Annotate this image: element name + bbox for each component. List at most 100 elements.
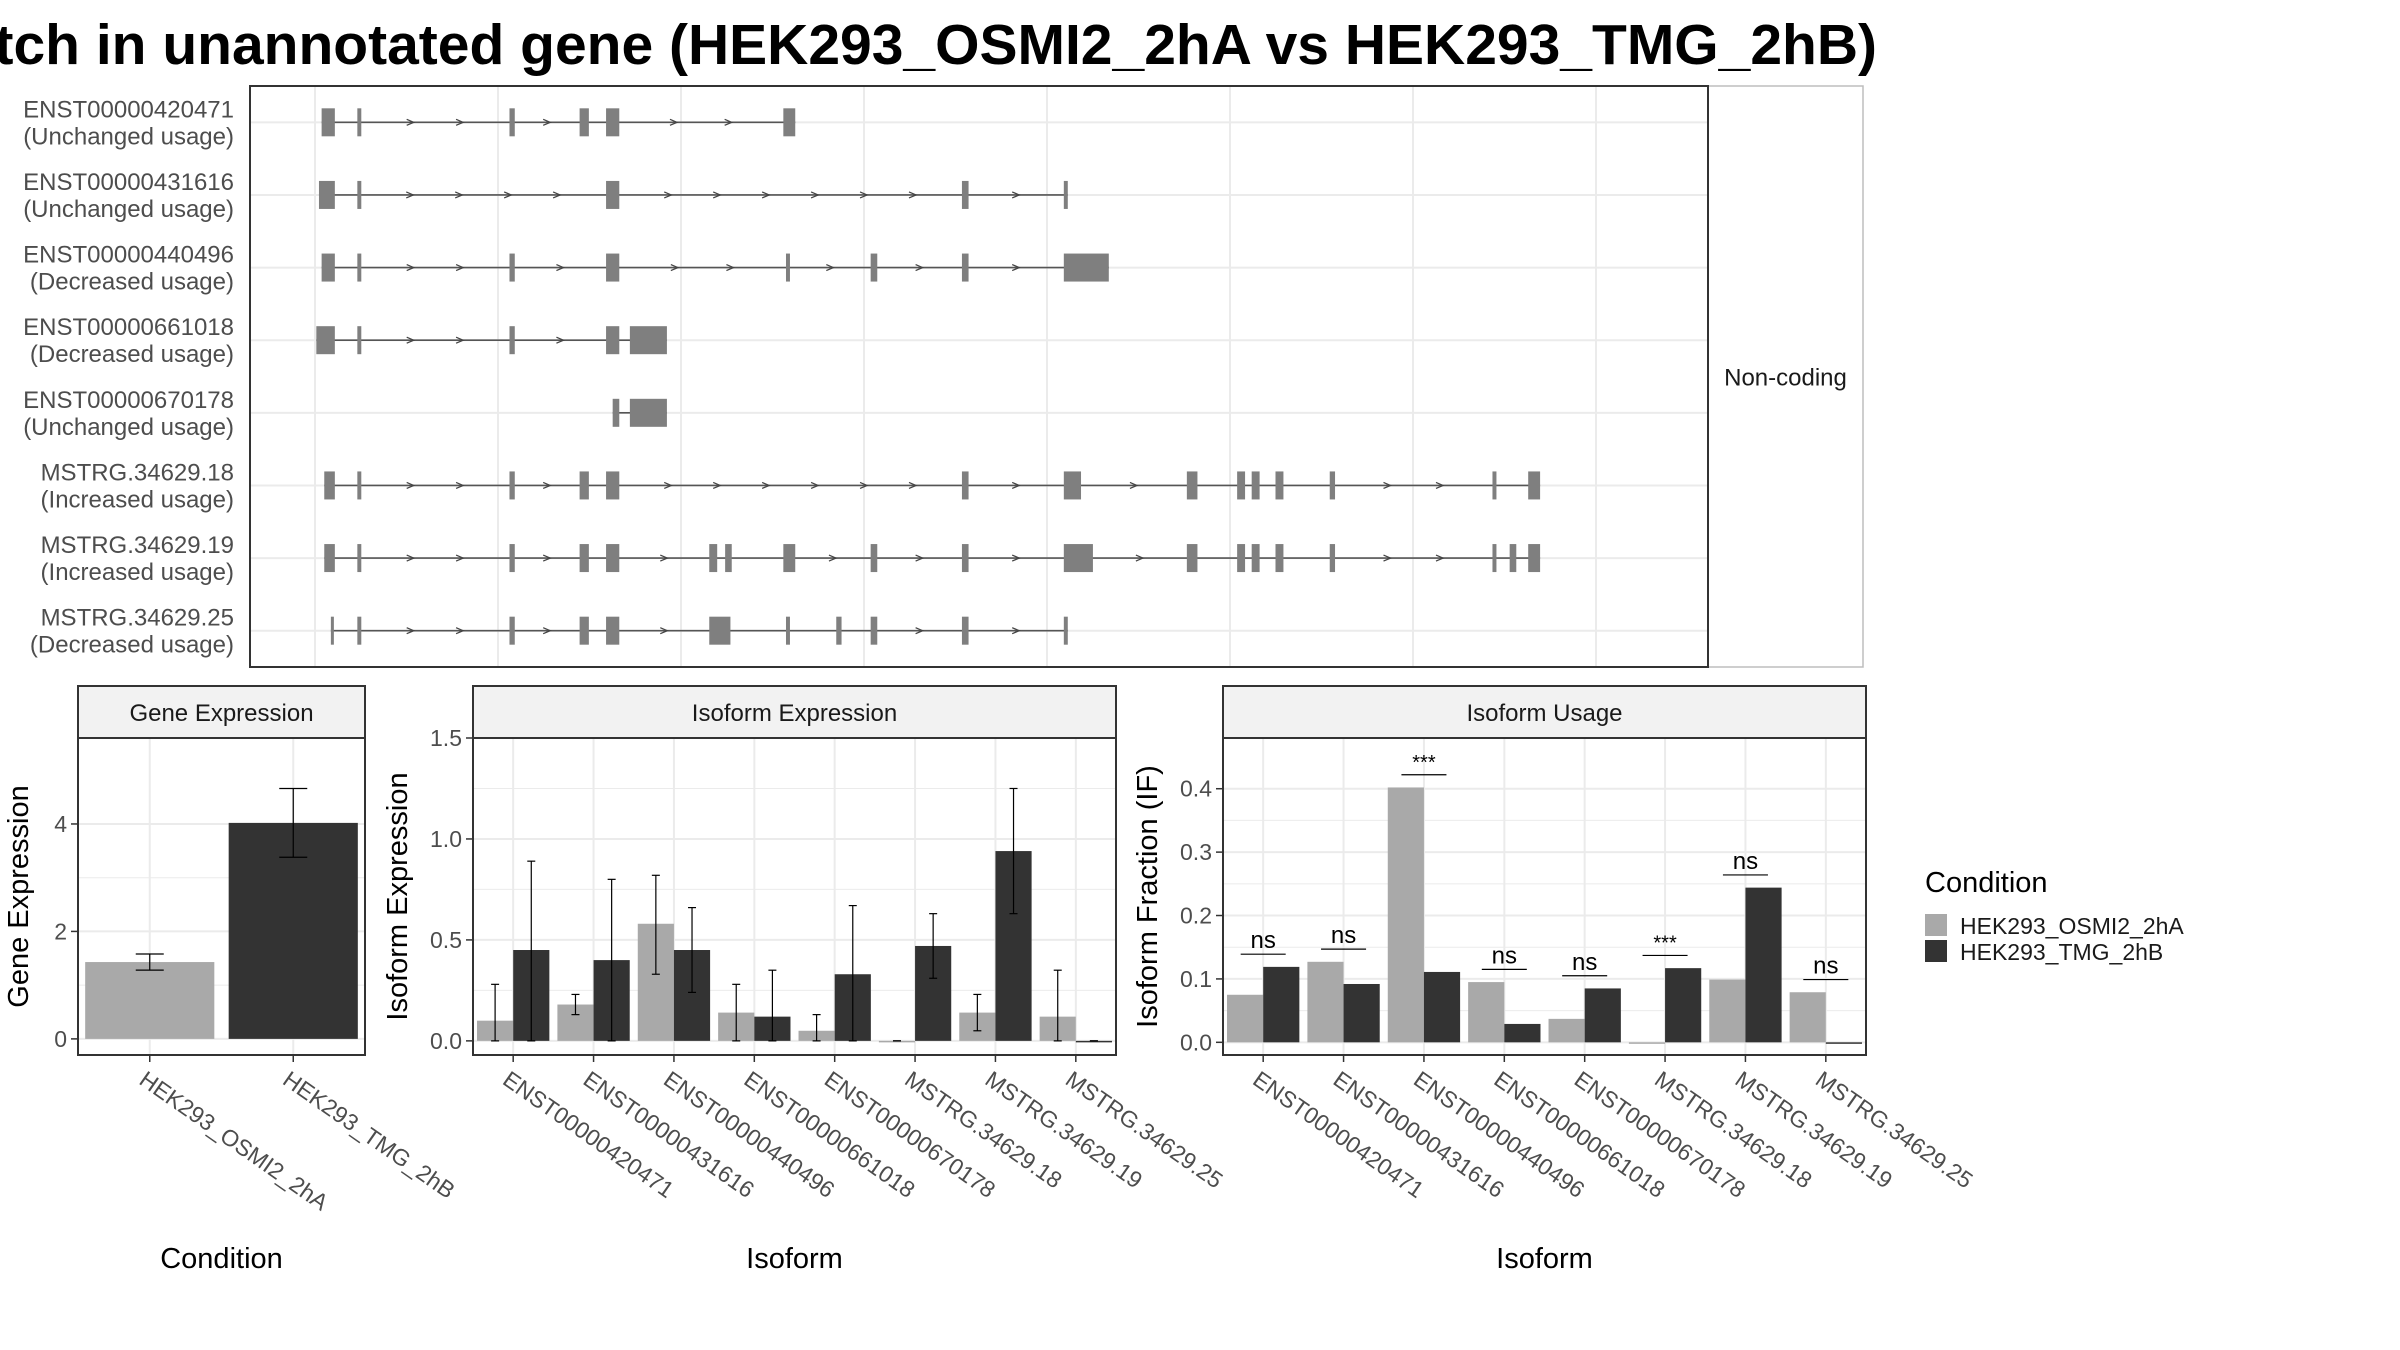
exon — [783, 544, 796, 573]
transcript-usage-enst00000440496: (Decreased usage) — [30, 269, 234, 296]
exon — [1528, 544, 1541, 573]
panel-strip-title: Gene Expression — [129, 700, 313, 727]
exon — [1063, 471, 1082, 500]
exon — [509, 616, 515, 645]
transcript-direction-arrow — [542, 627, 552, 635]
transcript-direction-arrow — [405, 191, 415, 199]
bar-mstrg-34629-19-s0 — [1709, 979, 1746, 1043]
transcript-label-enst00000661018: ENST00000661018 — [23, 314, 234, 341]
exon — [324, 471, 335, 500]
exon — [606, 616, 620, 645]
transcript-direction-arrow — [761, 191, 771, 199]
transcript-direction-arrow — [455, 263, 465, 272]
transcript-mstrg-34629-18 — [324, 471, 1541, 500]
transcript-direction-arrow — [406, 118, 416, 126]
structure-facet-label: Non-coding — [1724, 365, 1847, 392]
x-axis-title: Isoform — [1496, 1243, 1593, 1275]
exon — [606, 326, 620, 355]
y-tick-label: 0.2 — [1180, 903, 1212, 929]
structure-panel-bg — [250, 86, 1708, 667]
transcript-direction-arrow — [1383, 481, 1393, 490]
exon — [1275, 544, 1284, 573]
legend-label-osmi2: HEK293_OSMI2_2hA — [1960, 913, 2184, 939]
exon — [961, 544, 969, 573]
exon — [509, 253, 515, 282]
exon — [321, 108, 335, 137]
y-axis-title: Isoform Fraction (IF) — [1132, 765, 1164, 1028]
transcript-direction-arrow — [455, 481, 465, 490]
transcript-direction-arrow — [406, 481, 416, 490]
transcript-direction-arrow — [660, 627, 669, 635]
bar-mstrg-34629-18-s1 — [1665, 968, 1702, 1043]
bar-enst00000661018-s1 — [1504, 1023, 1541, 1043]
legend-label-tmg: HEK293_TMG_2hB — [1960, 939, 2163, 965]
exon — [1186, 471, 1198, 500]
bar-mstrg-34629-18-s0 — [1628, 1042, 1666, 1044]
exon — [606, 544, 620, 573]
transcript-label-enst00000420471: ENST00000420471 — [23, 96, 234, 123]
structure-facet-strip — [1707, 85, 1864, 668]
y-tick-label: 1.5 — [430, 725, 462, 751]
exon — [870, 544, 878, 573]
exon — [961, 471, 969, 500]
exon — [785, 616, 790, 645]
exon — [509, 544, 515, 573]
transcript-direction-arrow — [455, 118, 465, 126]
exon — [961, 180, 969, 209]
y-tick-label: 1.0 — [430, 826, 462, 852]
exon — [357, 471, 362, 500]
bar-mstrg-34629-25-s1 — [1075, 1040, 1112, 1043]
bar-enst00000431616-s1 — [1343, 983, 1380, 1043]
structure-panel-border — [249, 85, 1709, 668]
y-tick-label: 0.0 — [430, 1028, 462, 1054]
y-tick-label: 0.5 — [430, 927, 462, 953]
transcript-usage-mstrg-34629-25: (Decreased usage) — [30, 632, 234, 659]
transcript-direction-arrow — [915, 627, 925, 635]
transcript-mstrg-34629-19 — [324, 544, 1541, 573]
y-tick-label: 0.4 — [1180, 776, 1212, 802]
bar-hek293-osmi2-2ha-s0 — [85, 962, 215, 1039]
transcript-direction-arrow — [556, 263, 566, 272]
exon — [1251, 471, 1260, 500]
transcript-direction-arrow — [663, 481, 673, 490]
exon — [606, 180, 620, 209]
isoform-expression-panel: Isoform Expression0.00.51.01.5ENST000004… — [382, 685, 1228, 1275]
bar-enst00000661018-s0 — [1468, 982, 1505, 1043]
exon — [357, 616, 362, 645]
exon — [961, 616, 969, 645]
exon — [357, 180, 362, 209]
exon — [1063, 253, 1109, 282]
transcript-mstrg-34629-25 — [330, 616, 1068, 645]
bar-hek293-tmg-2hb-s0 — [228, 822, 358, 1039]
exon — [961, 253, 969, 282]
exon — [1063, 180, 1068, 209]
exon — [1237, 544, 1246, 573]
transcript-direction-arrow — [1135, 554, 1145, 562]
exon — [783, 108, 796, 137]
transcript-direction-arrow — [712, 481, 722, 490]
transcript-direction-arrow — [670, 263, 680, 272]
exon — [579, 108, 589, 137]
transcript-direction-arrow — [826, 263, 835, 272]
x-axis-title: Isoform — [746, 1243, 843, 1275]
transcript-direction-arrow — [503, 191, 513, 199]
transcript-direction-arrow — [915, 263, 925, 272]
transcript-direction-arrow — [859, 191, 869, 199]
significance-label: ns — [1492, 942, 1517, 969]
legend-swatch-tmg — [1925, 940, 1947, 962]
exon — [1329, 544, 1336, 573]
transcript-direction-arrow — [810, 191, 820, 199]
transcript-direction-arrow — [828, 554, 838, 562]
exon — [709, 616, 731, 645]
panel-strip — [472, 685, 1117, 739]
transcript-direction-arrow — [455, 554, 465, 562]
transcript-direction-arrow — [556, 336, 566, 344]
transcript-usage-enst00000431616: (Unchanged usage) — [23, 196, 234, 223]
bar-enst00000670178-s0 — [1548, 1018, 1585, 1043]
significance-label: ns — [1813, 953, 1838, 980]
transcript-direction-arrow — [406, 263, 416, 272]
significance-label: ns — [1251, 927, 1276, 954]
transcript-direction-arrow — [724, 118, 734, 126]
exon — [606, 471, 620, 500]
transcript-direction-arrow — [859, 481, 869, 490]
